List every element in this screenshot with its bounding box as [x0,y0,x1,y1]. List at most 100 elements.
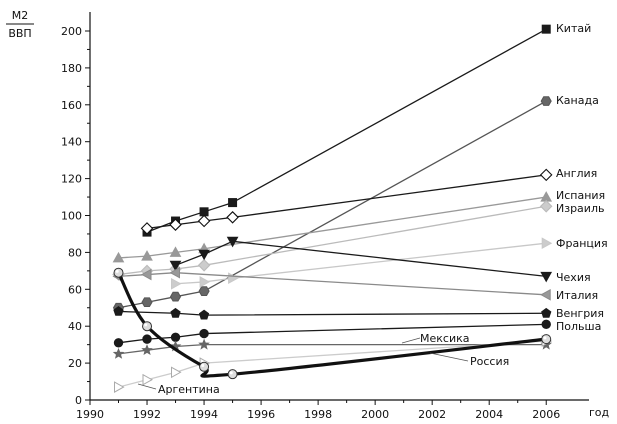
data-point [169,266,180,279]
data-point [541,237,553,250]
data-point [199,207,209,217]
data-point [142,334,152,344]
series-label-9: Венгрия [556,307,604,320]
data-point [113,338,124,348]
x-tick-label: 2002 [418,408,446,421]
data-point [170,307,181,318]
data-point [541,334,552,345]
series-10 [113,319,551,348]
data-point [226,211,239,224]
y-tick-label: 140 [61,136,82,149]
data-point [198,286,210,296]
y-tick-label: 180 [61,62,82,75]
series-line [117,196,547,259]
data-point [141,344,153,356]
data-point-highlight [543,336,547,340]
x-tick-label: 2004 [475,408,503,421]
series-12 [113,267,552,380]
data-point [113,267,124,278]
y-tick-label: 80 [68,246,82,259]
data-point [199,328,209,339]
data-point-highlight [144,323,148,327]
label-leader [401,337,421,344]
data-point [539,200,553,213]
y-axis-title-top: M2 [12,9,29,22]
series-3 [140,168,553,235]
series-label-12: Россия [470,355,509,368]
x-tick-label: 1992 [133,408,161,421]
data-point [228,198,238,208]
data-point [142,373,154,386]
x-tick-label: 2006 [532,408,560,421]
data-point [227,369,238,380]
series-layer [112,24,553,393]
y-axis-title: M2 ВВП [6,9,34,40]
x-tick-label: 1996 [247,408,275,421]
data-point [540,191,553,202]
data-point [141,250,153,261]
data-point [142,321,153,332]
data-point [140,222,154,235]
data-point [169,291,182,302]
y-tick-label: 60 [68,283,82,296]
series-line [174,242,547,285]
data-point [171,366,182,379]
y-tick-label: 160 [61,99,82,112]
data-point [541,319,551,330]
series-label-11: Мексика [420,332,469,345]
y-tick-label: 100 [61,210,82,223]
x-tick-label: 1998 [304,408,332,421]
series-line [174,240,547,278]
y-tick-label: 40 [68,320,82,333]
data-point [170,332,181,342]
data-point [113,305,124,316]
series-line [117,310,547,316]
x-tick-label: 1990 [76,408,104,421]
series-label-1: Китай [556,22,591,35]
data-point [112,251,125,263]
x-tick-label: 1994 [190,408,218,421]
series-label-2: Канада [556,94,599,107]
x-axis-title: год [589,406,610,419]
data-point [198,309,210,320]
data-point [540,96,552,106]
series-1 [142,24,551,237]
x-tick-label: 2000 [361,408,389,421]
data-point [197,214,211,228]
data-point [169,246,182,257]
y-axis-title-bottom: ВВП [8,27,31,40]
series-6 [171,237,553,290]
data-point-highlight [229,371,233,375]
axes: 0 20 40 60 80 100 120 140 160 180 200 1990 1992 1994 1… [61,12,589,421]
data-point [112,347,125,359]
label-leader [429,352,469,362]
label-leader [137,383,157,390]
series-line [117,205,547,276]
data-point [540,288,551,301]
data-point [140,268,152,281]
y-tick-label: 20 [68,357,82,370]
series-line [117,272,547,296]
series-label-3: Англия [556,167,597,180]
series-7 [169,236,553,283]
data-point-highlight [201,363,205,367]
y-tick-label: 0 [75,394,82,407]
data-point [198,338,210,350]
series-label-5: Израиль [556,202,604,215]
data-point [540,271,553,283]
data-point [199,361,210,372]
series-9 [113,305,552,320]
series-label-8: Италия [556,289,598,302]
data-point [541,307,552,318]
data-point [198,249,210,261]
series-label-10: Польша [556,320,601,333]
data-point [141,297,153,307]
series-label-4: Испания [556,189,605,202]
data-point [197,259,211,272]
data-point-highlight [115,269,119,273]
data-point [541,24,551,34]
series-line [117,323,547,344]
y-tick-label: 120 [61,173,82,186]
